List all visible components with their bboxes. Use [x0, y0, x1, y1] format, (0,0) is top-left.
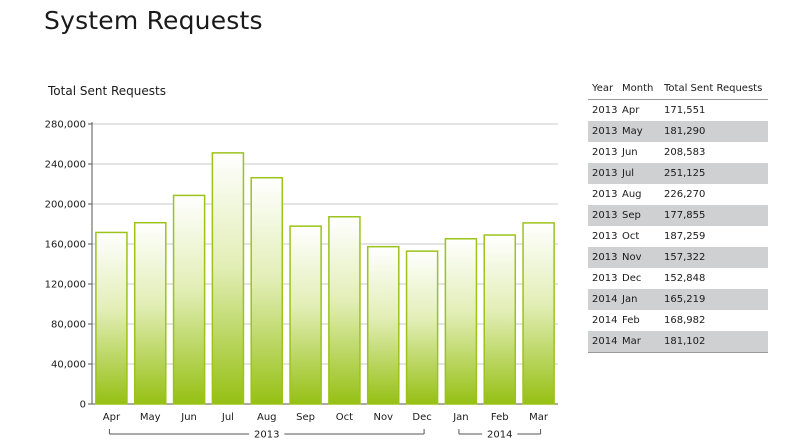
cell-year: 2013: [588, 205, 618, 226]
cell-year: 2013: [592, 231, 618, 242]
x-tick-label: Feb: [491, 412, 509, 423]
cell-month: May: [618, 121, 660, 142]
data-table: Year Month Total Sent Requests 2013 Apr 17…: [588, 78, 768, 353]
cell-total: 177,855: [660, 205, 768, 226]
x-tick-label: Aug: [257, 412, 277, 423]
table-row: 2013 Aug 226,270: [588, 184, 768, 205]
x-tick-label: Apr: [103, 412, 121, 423]
column-header-year: Year: [588, 78, 618, 100]
y-tick-label: 200,000: [45, 200, 86, 211]
table-row: 2014 Jan 165,219: [588, 289, 768, 310]
cell-year: 2013: [588, 121, 618, 142]
table-row: 2014 Mar 181,102: [588, 331, 768, 353]
cell-month: Oct: [622, 231, 640, 242]
y-tick-label: 80,000: [51, 320, 86, 331]
bar-apr: [95, 231, 128, 405]
x-tick-label: Nov: [373, 412, 393, 423]
table-header-row: Year Month Total Sent Requests: [588, 78, 768, 100]
table-row: 2013 Sep 177,855: [588, 205, 768, 226]
x-tick-label: Jun: [180, 412, 197, 423]
bar-dec: [405, 250, 439, 405]
cell-year: 2014: [592, 315, 618, 326]
y-tick-label: 280,000: [45, 120, 86, 131]
cell-total: 157,322: [660, 247, 768, 268]
cell-year: 2013: [588, 247, 618, 268]
year-group-label: 2013: [254, 430, 279, 441]
cell-year: 2014: [588, 331, 618, 353]
bar-chart: 0 40,000 80,000 120,000 160,000 200,000 240,00…: [45, 120, 558, 441]
cell-total: 181,290: [660, 121, 768, 142]
cell-month: Feb: [622, 315, 640, 326]
table-row: 2013 Oct 187,259: [588, 226, 768, 247]
table-row: 2013 Apr 171,551: [588, 100, 768, 122]
cell-total: 181,102: [660, 331, 768, 353]
cell-year: 2014: [588, 289, 618, 310]
column-header-month: Month: [618, 78, 660, 100]
x-tick-label: May: [140, 412, 161, 423]
column-header-total: Total Sent Requests: [660, 78, 768, 100]
cell-year: 2013: [592, 273, 618, 284]
y-tick-label: 0: [80, 400, 86, 411]
chart-title: Total Sent Requests: [48, 84, 166, 98]
cell-month: Jun: [622, 147, 638, 158]
bar-jun: [172, 194, 206, 405]
x-tick-label: Dec: [412, 412, 431, 423]
bar-jan: [444, 238, 478, 405]
gridlines: [92, 123, 558, 365]
table-row: 2013 Jul 251,125: [588, 163, 768, 184]
cell-total: 208,583: [664, 147, 706, 158]
axis-labels: 0 40,000 80,000 120,000 160,000 200,000 240,00…: [45, 120, 549, 441]
x-tick-label: Sep: [296, 412, 315, 423]
cell-month: Aug: [622, 189, 642, 200]
x-tick-label: Mar: [529, 412, 549, 423]
cell-total: 226,270: [664, 189, 706, 200]
cell-total: 251,125: [660, 163, 768, 184]
x-tick-label: Oct: [336, 412, 353, 423]
cell-month: Jul: [618, 163, 660, 184]
cell-month: Mar: [618, 331, 660, 353]
cell-total: 152,848: [664, 273, 706, 284]
cell-month: Nov: [618, 247, 660, 268]
cell-year: 2013: [592, 189, 618, 200]
cell-year: 2013: [588, 163, 618, 184]
cell-year: 2013: [592, 105, 618, 116]
bar-oct: [328, 215, 361, 405]
y-tick-label: 240,000: [45, 160, 86, 171]
table-row: 2013 May 181,290: [588, 121, 768, 142]
table-row: 2014 Feb 168,982: [588, 310, 768, 331]
bar-sep: [289, 225, 322, 405]
cell-total: 187,259: [664, 231, 706, 242]
cell-total: 165,219: [660, 289, 768, 310]
cell-month: Jan: [618, 289, 660, 310]
axes: [88, 122, 558, 435]
bar-feb: [483, 234, 517, 405]
cell-month: Apr: [622, 105, 640, 116]
y-tick-label: 120,000: [45, 280, 86, 291]
bar-jul: [211, 152, 245, 405]
cell-total: 168,982: [664, 315, 706, 326]
cell-year: 2013: [592, 147, 618, 158]
bar-mar: [522, 222, 555, 405]
y-tick-label: 40,000: [51, 360, 86, 371]
bar-nov: [366, 245, 400, 405]
page-title: System Requests: [44, 6, 263, 35]
table-row: 2013 Jun 208,583: [588, 142, 768, 163]
y-tick-label: 160,000: [45, 240, 86, 251]
bar-aug: [250, 176, 284, 405]
x-tick-label: Jan: [452, 412, 468, 423]
table-row: 2013 Dec 152,848: [588, 268, 768, 289]
cell-total: 171,551: [664, 105, 706, 116]
table-row: 2013 Nov 157,322: [588, 247, 768, 268]
cell-month: Sep: [618, 205, 660, 226]
bar-may: [133, 221, 167, 405]
cell-month: Dec: [622, 273, 642, 284]
year-group-label: 2014: [487, 430, 512, 441]
x-tick-label: Jul: [221, 412, 234, 423]
bars: [95, 152, 555, 405]
